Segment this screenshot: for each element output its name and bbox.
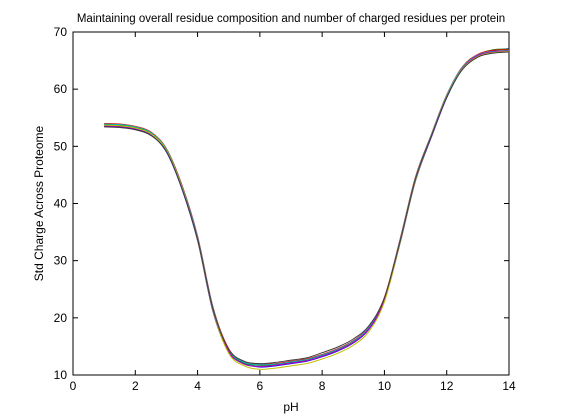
x-axis-label: pH [283,400,298,414]
y-tick-label-2: 30 [54,254,68,268]
x-tick-label-7: 14 [502,379,516,393]
y-tick-label-6: 70 [54,25,68,39]
y-tick-label-0: 10 [54,368,68,382]
x-tick-label-5: 10 [378,379,392,393]
series-layer [104,48,510,370]
x-tick-label-3: 6 [257,379,264,393]
plot-area [72,31,510,376]
y-tick-label-4: 50 [54,139,68,153]
x-tick-label-4: 8 [319,379,326,393]
y-tick-label-5: 60 [54,82,68,96]
x-tick-label-1: 2 [132,379,139,393]
series-line-7 [104,51,510,365]
x-tick-label-0: 0 [70,379,77,393]
y-tick-label-3: 40 [54,197,68,211]
y-axis-label: Std Charge Across Proteome [32,125,46,281]
x-tick-label-2: 4 [194,379,201,393]
x-tick-label-6: 12 [440,379,454,393]
chart-title: Maintaining overall residue composition … [77,13,505,25]
y-tick-label-1: 20 [54,311,68,325]
axis-layer: 0 2 4 6 8 10 12 14 10 20 30 40 50 60 70 [54,25,516,393]
